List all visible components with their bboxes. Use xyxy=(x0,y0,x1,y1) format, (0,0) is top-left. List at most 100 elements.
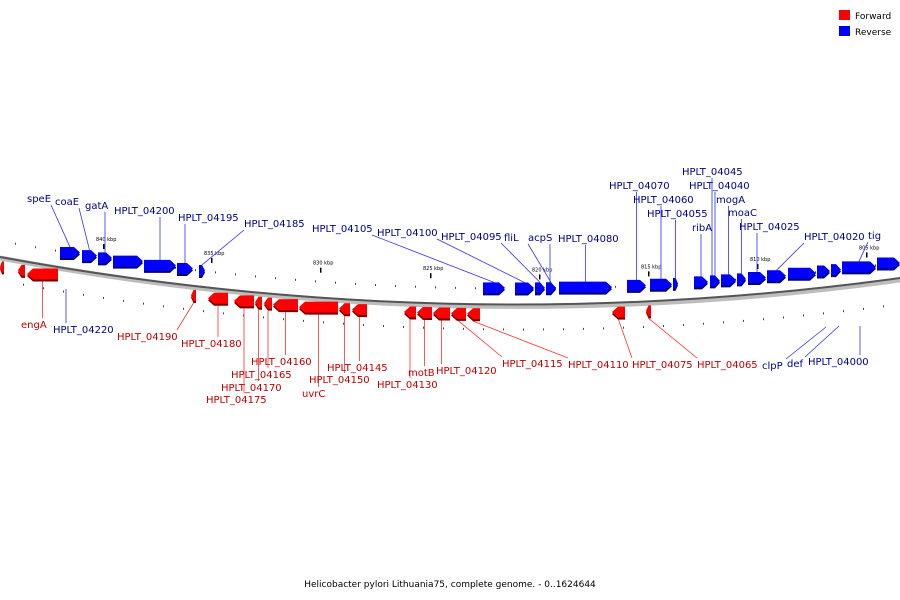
gene-label-gatA[interactable]: gatA xyxy=(85,201,108,212)
gene-feature-HPLT_04110[interactable] xyxy=(467,308,480,320)
gene-label-motB[interactable]: motB xyxy=(408,368,435,379)
gene-feature-unlabeled[interactable] xyxy=(0,261,4,273)
gene-feature-HPLT_04075[interactable] xyxy=(612,306,625,318)
gene-feature-uvrC[interactable] xyxy=(299,301,338,313)
gene-label-speE[interactable]: speE xyxy=(27,194,51,205)
minor-tick xyxy=(215,271,216,274)
gene-label-HPLT_04000[interactable]: HPLT_04000 xyxy=(808,357,869,368)
gene-feature-HPLT_04180[interactable] xyxy=(208,292,228,304)
gene-label-HPLT_04165[interactable]: HPLT_04165 xyxy=(231,370,292,381)
gene-feature-tig[interactable] xyxy=(842,261,876,273)
gene-feature-HPLT_04130[interactable] xyxy=(404,306,416,318)
major-tick xyxy=(430,273,432,279)
gene-label-coaE[interactable]: coaE xyxy=(55,197,79,208)
gene-feature-HPLT_04100[interactable] xyxy=(515,282,534,294)
gene-feature-unlabeled[interactable] xyxy=(831,264,841,276)
gene-label-HPLT_04220[interactable]: HPLT_04220 xyxy=(53,325,114,336)
gene-label-HPLT_04185[interactable]: HPLT_04185 xyxy=(244,219,305,230)
gene-label-HPLT_04105[interactable]: HPLT_04105 xyxy=(312,224,373,235)
gene-label-HPLT_04100[interactable]: HPLT_04100 xyxy=(377,228,438,239)
gene-label-clpP[interactable]: clpP xyxy=(762,361,783,372)
gene-feature-HPLT_04120[interactable] xyxy=(433,307,450,319)
gene-label-HPLT_04080[interactable]: HPLT_04080 xyxy=(558,234,619,245)
gene-feature-unlabeled[interactable] xyxy=(817,265,830,277)
gene-label-HPLT_04190[interactable]: HPLT_04190 xyxy=(117,332,178,343)
gene-feature-HPLT_04150[interactable] xyxy=(339,303,350,315)
minor-tick xyxy=(783,316,784,319)
gene-label-HPLT_04150[interactable]: HPLT_04150 xyxy=(309,375,370,386)
gene-feature-unlabeled[interactable] xyxy=(877,257,900,269)
gene-feature-engA[interactable] xyxy=(27,268,58,280)
gene-feature-HPLT_04195[interactable] xyxy=(177,262,193,274)
gene-label-ribA[interactable]: ribA xyxy=(692,223,712,234)
gene-feature-unlabeled[interactable] xyxy=(113,255,143,267)
gene-label-HPLT_04070[interactable]: HPLT_04070 xyxy=(609,181,670,192)
gene-feature-motB[interactable] xyxy=(417,307,432,319)
gene-label-HPLT_04025[interactable]: HPLT_04025 xyxy=(739,222,800,233)
gene-label-HPLT_04195[interactable]: HPLT_04195 xyxy=(178,213,239,224)
gene-feature-speE[interactable] xyxy=(60,247,80,259)
minor-tick xyxy=(475,287,476,290)
gene-feature-HPLT_04025[interactable] xyxy=(748,272,766,284)
gene-feature-HPLT_04020[interactable] xyxy=(767,270,786,282)
gene-label-HPLT_04120[interactable]: HPLT_04120 xyxy=(436,366,497,377)
gene-label-HPLT_04115[interactable]: HPLT_04115 xyxy=(502,359,563,370)
leader-line xyxy=(648,318,698,359)
gene-feature-HPLT_04060[interactable] xyxy=(650,278,672,290)
gene-label-HPLT_04130[interactable]: HPLT_04130 xyxy=(377,380,438,391)
minor-tick xyxy=(183,307,184,310)
gene-feature-HPLT_04185[interactable] xyxy=(199,264,205,276)
gene-feature-unlabeled[interactable] xyxy=(18,264,25,276)
gene-feature-HPLT_04095[interactable] xyxy=(535,282,545,294)
gene-label-HPLT_04145[interactable]: HPLT_04145 xyxy=(327,363,388,374)
gene-label-HPLT_04020[interactable]: HPLT_04020 xyxy=(804,232,865,243)
gene-label-def[interactable]: def xyxy=(787,359,804,370)
gene-label-uvrC[interactable]: uvrC xyxy=(302,389,325,400)
gene-label-HPLT_04060[interactable]: HPLT_04060 xyxy=(633,195,694,206)
gene-feature-ribA[interactable] xyxy=(694,276,708,288)
gene-label-tig[interactable]: tig xyxy=(868,231,881,242)
gene-label-HPLT_04160[interactable]: HPLT_04160 xyxy=(251,357,312,368)
gene-feature-fliL[interactable] xyxy=(546,282,556,294)
gene-feature-HPLT_04070[interactable] xyxy=(627,279,646,291)
gene-label-HPLT_04065[interactable]: HPLT_04065 xyxy=(697,360,758,371)
gene-label-moaC[interactable]: moaC xyxy=(728,208,757,219)
gene-label-HPLT_04040[interactable]: HPLT_04040 xyxy=(689,181,750,192)
gene-feature-HPLT_04080[interactable] xyxy=(559,281,612,293)
gene-label-HPLT_04110[interactable]: HPLT_04110 xyxy=(568,360,629,371)
gene-label-HPLT_04045[interactable]: HPLT_04045 xyxy=(682,167,743,178)
gene-label-HPLT_04175[interactable]: HPLT_04175 xyxy=(206,395,267,406)
gene-label-HPLT_04180[interactable]: HPLT_04180 xyxy=(181,339,242,350)
gene-feature-HPLT_04065[interactable] xyxy=(646,305,651,317)
leader-line xyxy=(371,234,495,283)
gene-feature-mogA[interactable] xyxy=(721,274,736,286)
gene-feature-HPLT_04040[interactable] xyxy=(710,275,720,287)
gene-feature-unlabeled[interactable] xyxy=(788,267,816,279)
gene-label-HPLT_04055[interactable]: HPLT_04055 xyxy=(647,209,708,220)
gene-feature-HPLT_04145[interactable] xyxy=(352,304,367,316)
gene-label-HPLT_04095[interactable]: HPLT_04095 xyxy=(441,232,502,243)
gene-label-HPLT_04075[interactable]: HPLT_04075 xyxy=(632,360,693,371)
gene-label-mogA[interactable]: mogA xyxy=(716,195,745,206)
gene-feature-HPLT_04175[interactable] xyxy=(234,295,254,307)
gene-feature-HPLT_04160[interactable] xyxy=(273,299,298,311)
gene-label-HPLT_04200[interactable]: HPLT_04200 xyxy=(114,206,175,217)
leader-line xyxy=(78,207,90,251)
gene-feature-moaC[interactable] xyxy=(737,273,746,285)
gene-label-engA[interactable]: engA xyxy=(21,320,47,331)
leader-line xyxy=(50,204,71,248)
gene-feature-HPLT_04165[interactable] xyxy=(264,297,272,309)
gene-feature-HPLT_04055[interactable] xyxy=(673,277,678,289)
gene-feature-HPLT_04170[interactable] xyxy=(255,296,262,308)
gene-label-HPLT_04170[interactable]: HPLT_04170 xyxy=(221,383,282,394)
gene-label-fliL[interactable]: fliL xyxy=(504,233,519,244)
gene-feature-gatA[interactable] xyxy=(98,252,112,264)
gene-feature-coaE[interactable] xyxy=(82,250,97,262)
scale-label: 825 kbp xyxy=(423,266,443,272)
gene-label-acpS[interactable]: acpS xyxy=(528,233,552,244)
gene-feature-HPLT_04200[interactable] xyxy=(144,259,176,271)
gene-feature-HPLT_04105[interactable] xyxy=(483,282,505,294)
gene-feature-HPLT_04115[interactable] xyxy=(451,307,466,319)
gene-feature-HPLT_04190[interactable] xyxy=(191,289,196,301)
